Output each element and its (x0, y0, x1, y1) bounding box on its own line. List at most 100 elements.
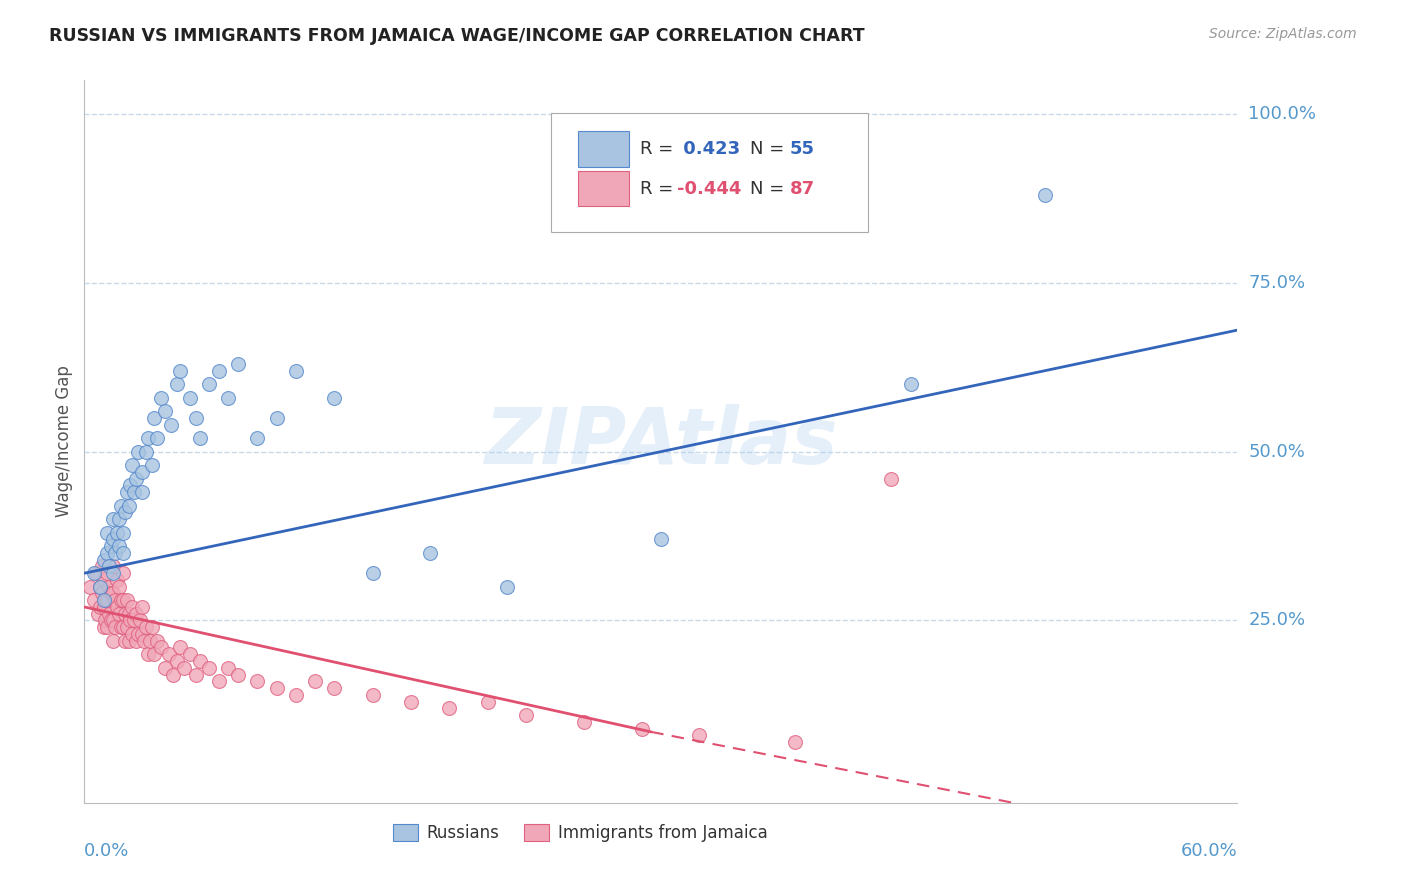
Point (188, 654, 211, 668)
FancyBboxPatch shape (578, 131, 628, 167)
Point (361, 688, 384, 702)
Point (150, 391, 173, 405)
Point (103, 559, 124, 574)
Point (129, 614, 152, 628)
Text: ZIPAtlas: ZIPAtlas (484, 403, 838, 480)
Point (630, 722, 652, 736)
Point (104, 593, 127, 607)
Point (166, 377, 188, 392)
Point (157, 647, 180, 661)
Point (121, 599, 143, 614)
Text: 25.0%: 25.0% (1249, 612, 1306, 630)
Point (880, 472, 903, 486)
Point (124, 614, 146, 628)
Text: 100.0%: 100.0% (1249, 105, 1316, 123)
Point (266, 411, 288, 425)
Point (131, 485, 153, 500)
Text: 75.0%: 75.0% (1249, 274, 1306, 292)
Point (198, 377, 221, 392)
Point (108, 607, 131, 621)
Text: 55: 55 (790, 140, 815, 158)
Point (115, 485, 138, 500)
Point (103, 566, 124, 581)
Point (160, 417, 183, 432)
Text: 50.0%: 50.0% (1249, 442, 1305, 460)
Point (108, 539, 131, 553)
Point (111, 620, 134, 634)
Point (135, 620, 157, 634)
Point (115, 593, 138, 607)
Point (650, 533, 672, 547)
Text: N =: N = (749, 140, 790, 158)
Point (169, 364, 191, 378)
Point (284, 364, 307, 378)
Point (98, 607, 121, 621)
Point (105, 599, 128, 614)
Point (146, 633, 169, 648)
Point (184, 667, 207, 681)
Point (226, 357, 249, 371)
Point (103, 533, 124, 547)
Point (169, 640, 191, 655)
Point (208, 674, 231, 689)
Point (96, 593, 118, 607)
Point (166, 654, 188, 668)
Point (150, 640, 173, 655)
Point (111, 546, 134, 560)
Point (361, 566, 384, 581)
Point (96, 620, 118, 634)
Point (117, 499, 139, 513)
Point (323, 681, 346, 695)
Point (208, 364, 231, 378)
Point (127, 444, 149, 458)
Point (83, 566, 105, 581)
Point (131, 627, 153, 641)
Point (105, 573, 128, 587)
Point (103, 586, 124, 600)
Point (103, 614, 124, 628)
Point (131, 465, 153, 479)
Point (96, 566, 118, 581)
Point (90, 586, 112, 600)
Point (142, 411, 165, 425)
Point (117, 633, 139, 648)
Point (218, 661, 240, 675)
Point (399, 694, 422, 708)
Text: 87: 87 (790, 179, 815, 198)
Text: 0.423: 0.423 (676, 140, 740, 158)
Point (125, 607, 148, 621)
Point (496, 580, 519, 594)
Point (125, 633, 148, 648)
Y-axis label: Wage/Income Gap: Wage/Income Gap (55, 366, 73, 517)
Point (100, 614, 122, 628)
Point (323, 391, 346, 405)
Point (110, 620, 132, 634)
Point (179, 391, 201, 405)
Text: N =: N = (749, 179, 790, 198)
Point (117, 607, 139, 621)
Point (477, 694, 499, 708)
Point (125, 472, 148, 486)
Point (89, 580, 111, 594)
Point (304, 674, 326, 689)
Point (100, 586, 122, 600)
Point (87, 607, 110, 621)
Point (89, 599, 111, 614)
Point (108, 512, 131, 526)
Point (131, 599, 153, 614)
Point (98, 580, 121, 594)
Point (115, 620, 138, 634)
Point (179, 647, 201, 661)
Point (419, 546, 441, 560)
Point (93, 593, 115, 607)
Point (246, 431, 269, 445)
Text: -0.444: -0.444 (676, 179, 741, 198)
Text: RUSSIAN VS IMMIGRANTS FROM JAMAICA WAGE/INCOME GAP CORRELATION CHART: RUSSIAN VS IMMIGRANTS FROM JAMAICA WAGE/… (49, 27, 865, 45)
Text: Source: ZipAtlas.com: Source: ZipAtlas.com (1209, 27, 1357, 41)
Point (94, 614, 117, 628)
Point (121, 458, 143, 472)
Point (84, 566, 107, 581)
Legend: Russians, Immigrants from Jamaica: Russians, Immigrants from Jamaica (387, 817, 773, 848)
Point (572, 714, 595, 729)
Point (104, 620, 127, 634)
